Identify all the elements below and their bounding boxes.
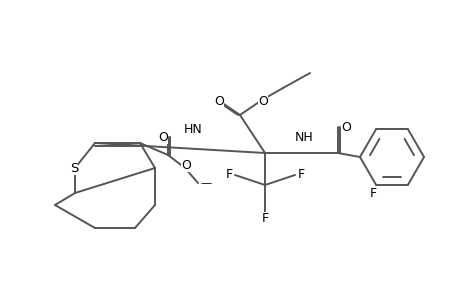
- Text: F: F: [297, 169, 304, 182]
- Text: HN: HN: [183, 122, 202, 136]
- Text: S: S: [70, 161, 78, 175]
- Text: O: O: [158, 130, 168, 143]
- Text: O: O: [340, 121, 350, 134]
- Text: F: F: [225, 169, 232, 182]
- Text: O: O: [181, 158, 190, 172]
- Text: F: F: [369, 187, 376, 200]
- Text: —: —: [200, 178, 211, 188]
- Text: F: F: [261, 212, 268, 224]
- Text: O: O: [257, 94, 267, 107]
- Text: NH: NH: [294, 130, 313, 143]
- Text: O: O: [213, 94, 224, 107]
